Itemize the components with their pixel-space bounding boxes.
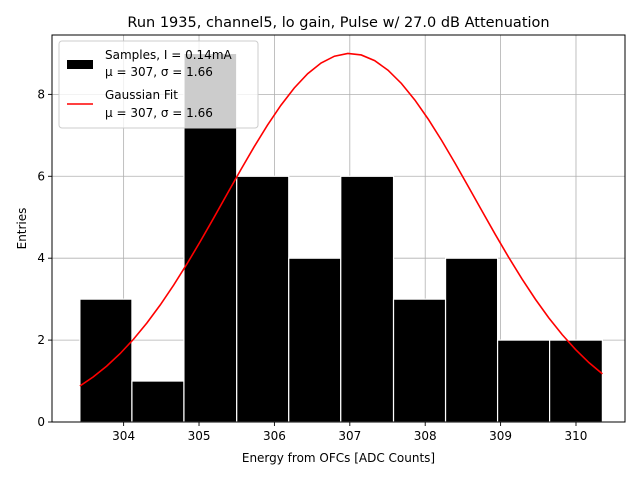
- legend-samples-swatch: [67, 60, 93, 69]
- legend-samples-label: Samples, I = 0.14mA: [105, 48, 233, 62]
- legend-fit-label: Gaussian Fit: [105, 88, 178, 102]
- x-axis-ticks: 304 305 306 307 308 309 310: [112, 422, 587, 443]
- histogram-bar-6: [392, 298, 447, 423]
- y-tick-label: 8: [37, 87, 45, 101]
- gaussian-fit-curve: [79, 52, 603, 387]
- x-tick-label: 306: [263, 429, 286, 443]
- histogram-bar-8: [496, 339, 551, 423]
- y-axis-ticks: 0 2 4 6 8: [37, 87, 52, 429]
- y-tick-label: 2: [37, 333, 45, 347]
- histogram-bar-5: [340, 175, 395, 423]
- y-tick-label: 0: [37, 415, 45, 429]
- legend-samples-stats: μ = 307, σ = 1.66: [105, 65, 213, 79]
- x-tick-label: 304: [112, 429, 135, 443]
- histogram-bar-1: [131, 380, 185, 423]
- legend: Samples, I = 0.14mA μ = 307, σ = 1.66 Ga…: [58, 40, 259, 129]
- histogram-bar-4: [288, 257, 342, 423]
- y-tick-label: 4: [37, 251, 45, 265]
- histogram-bar-9: [549, 339, 603, 423]
- x-axis-label: Energy from OFCs [ADC Counts]: [242, 451, 435, 465]
- legend-frame: [58, 40, 259, 129]
- x-tick-label: 309: [489, 429, 512, 443]
- y-axis-label: Entries: [15, 208, 29, 250]
- histogram-bar-7: [444, 257, 499, 423]
- legend-fit-stats: μ = 307, σ = 1.66: [105, 106, 213, 120]
- fit-curve-group: [79, 52, 603, 387]
- y-tick-label: 6: [37, 169, 45, 183]
- chart-title: Run 1935, channel5, lo gain, Pulse w/ 27…: [127, 15, 549, 31]
- x-tick-label: 310: [565, 429, 588, 443]
- x-tick-label: 307: [338, 429, 361, 443]
- histogram-bar-0: [79, 298, 133, 423]
- x-tick-label: 305: [188, 429, 211, 443]
- histogram-bar-3: [236, 175, 290, 423]
- plot-frame: [51, 34, 626, 423]
- x-tick-label: 308: [414, 429, 437, 443]
